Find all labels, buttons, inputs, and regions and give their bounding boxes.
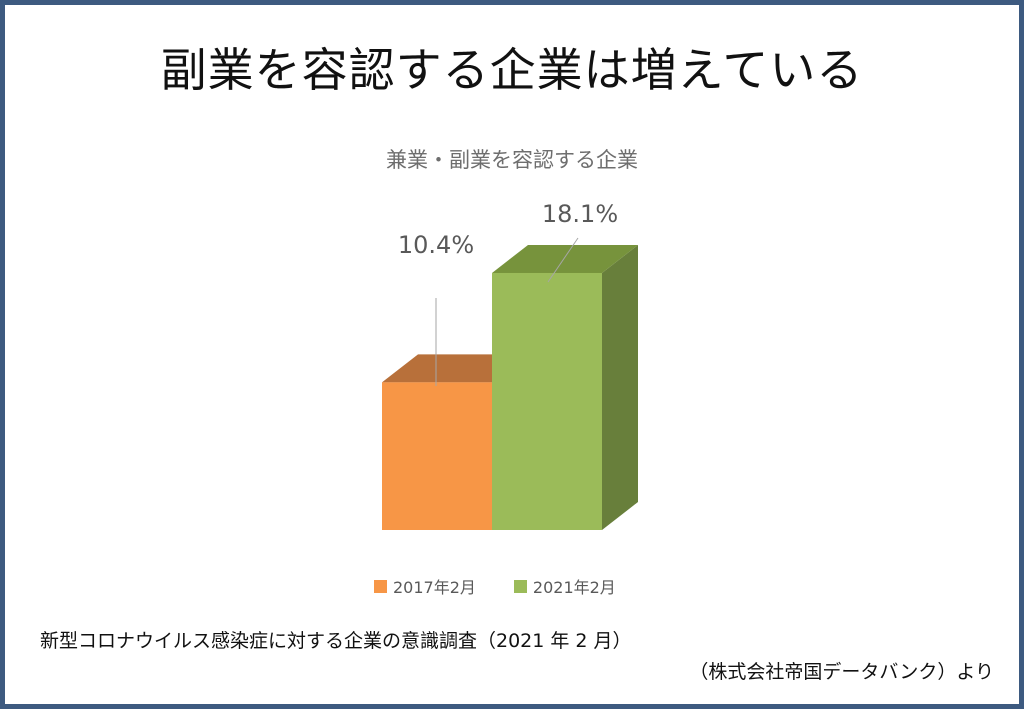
bar-2021-data-label: 18.1%: [542, 200, 618, 228]
bar-2021-front: [492, 272, 602, 530]
source-attribution: （株式会社帝国データバンク）より: [689, 661, 994, 683]
legend-label-2017: 2017年2月: [393, 578, 476, 597]
legend-item-2021: 2021年2月: [513, 574, 616, 598]
legend-label-2021: 2021年2月: [532, 578, 616, 597]
chart-title: 兼業・副業を容認する企業: [386, 148, 638, 172]
bar-2021-top: [492, 244, 638, 273]
chart-legend: 2017年2月 2021年2月: [374, 574, 654, 598]
legend-item-2017: 2017年2月: [374, 574, 476, 598]
legend-swatch-2021: [513, 579, 527, 593]
bar-2021-leader-line: [547, 237, 579, 283]
page-title: 副業を容認する企業は増えている: [160, 43, 864, 97]
legend-swatch-2017: [374, 579, 387, 593]
bar-2021-side: [602, 244, 638, 531]
bar-2017-front: [382, 382, 492, 530]
source-note: 新型コロナウイルス感染症に対する企業の意識調査（2021 年 2 月）: [40, 630, 632, 652]
bar-2017-data-label: 10.4%: [398, 231, 474, 259]
bar-2017-top: [382, 354, 528, 383]
